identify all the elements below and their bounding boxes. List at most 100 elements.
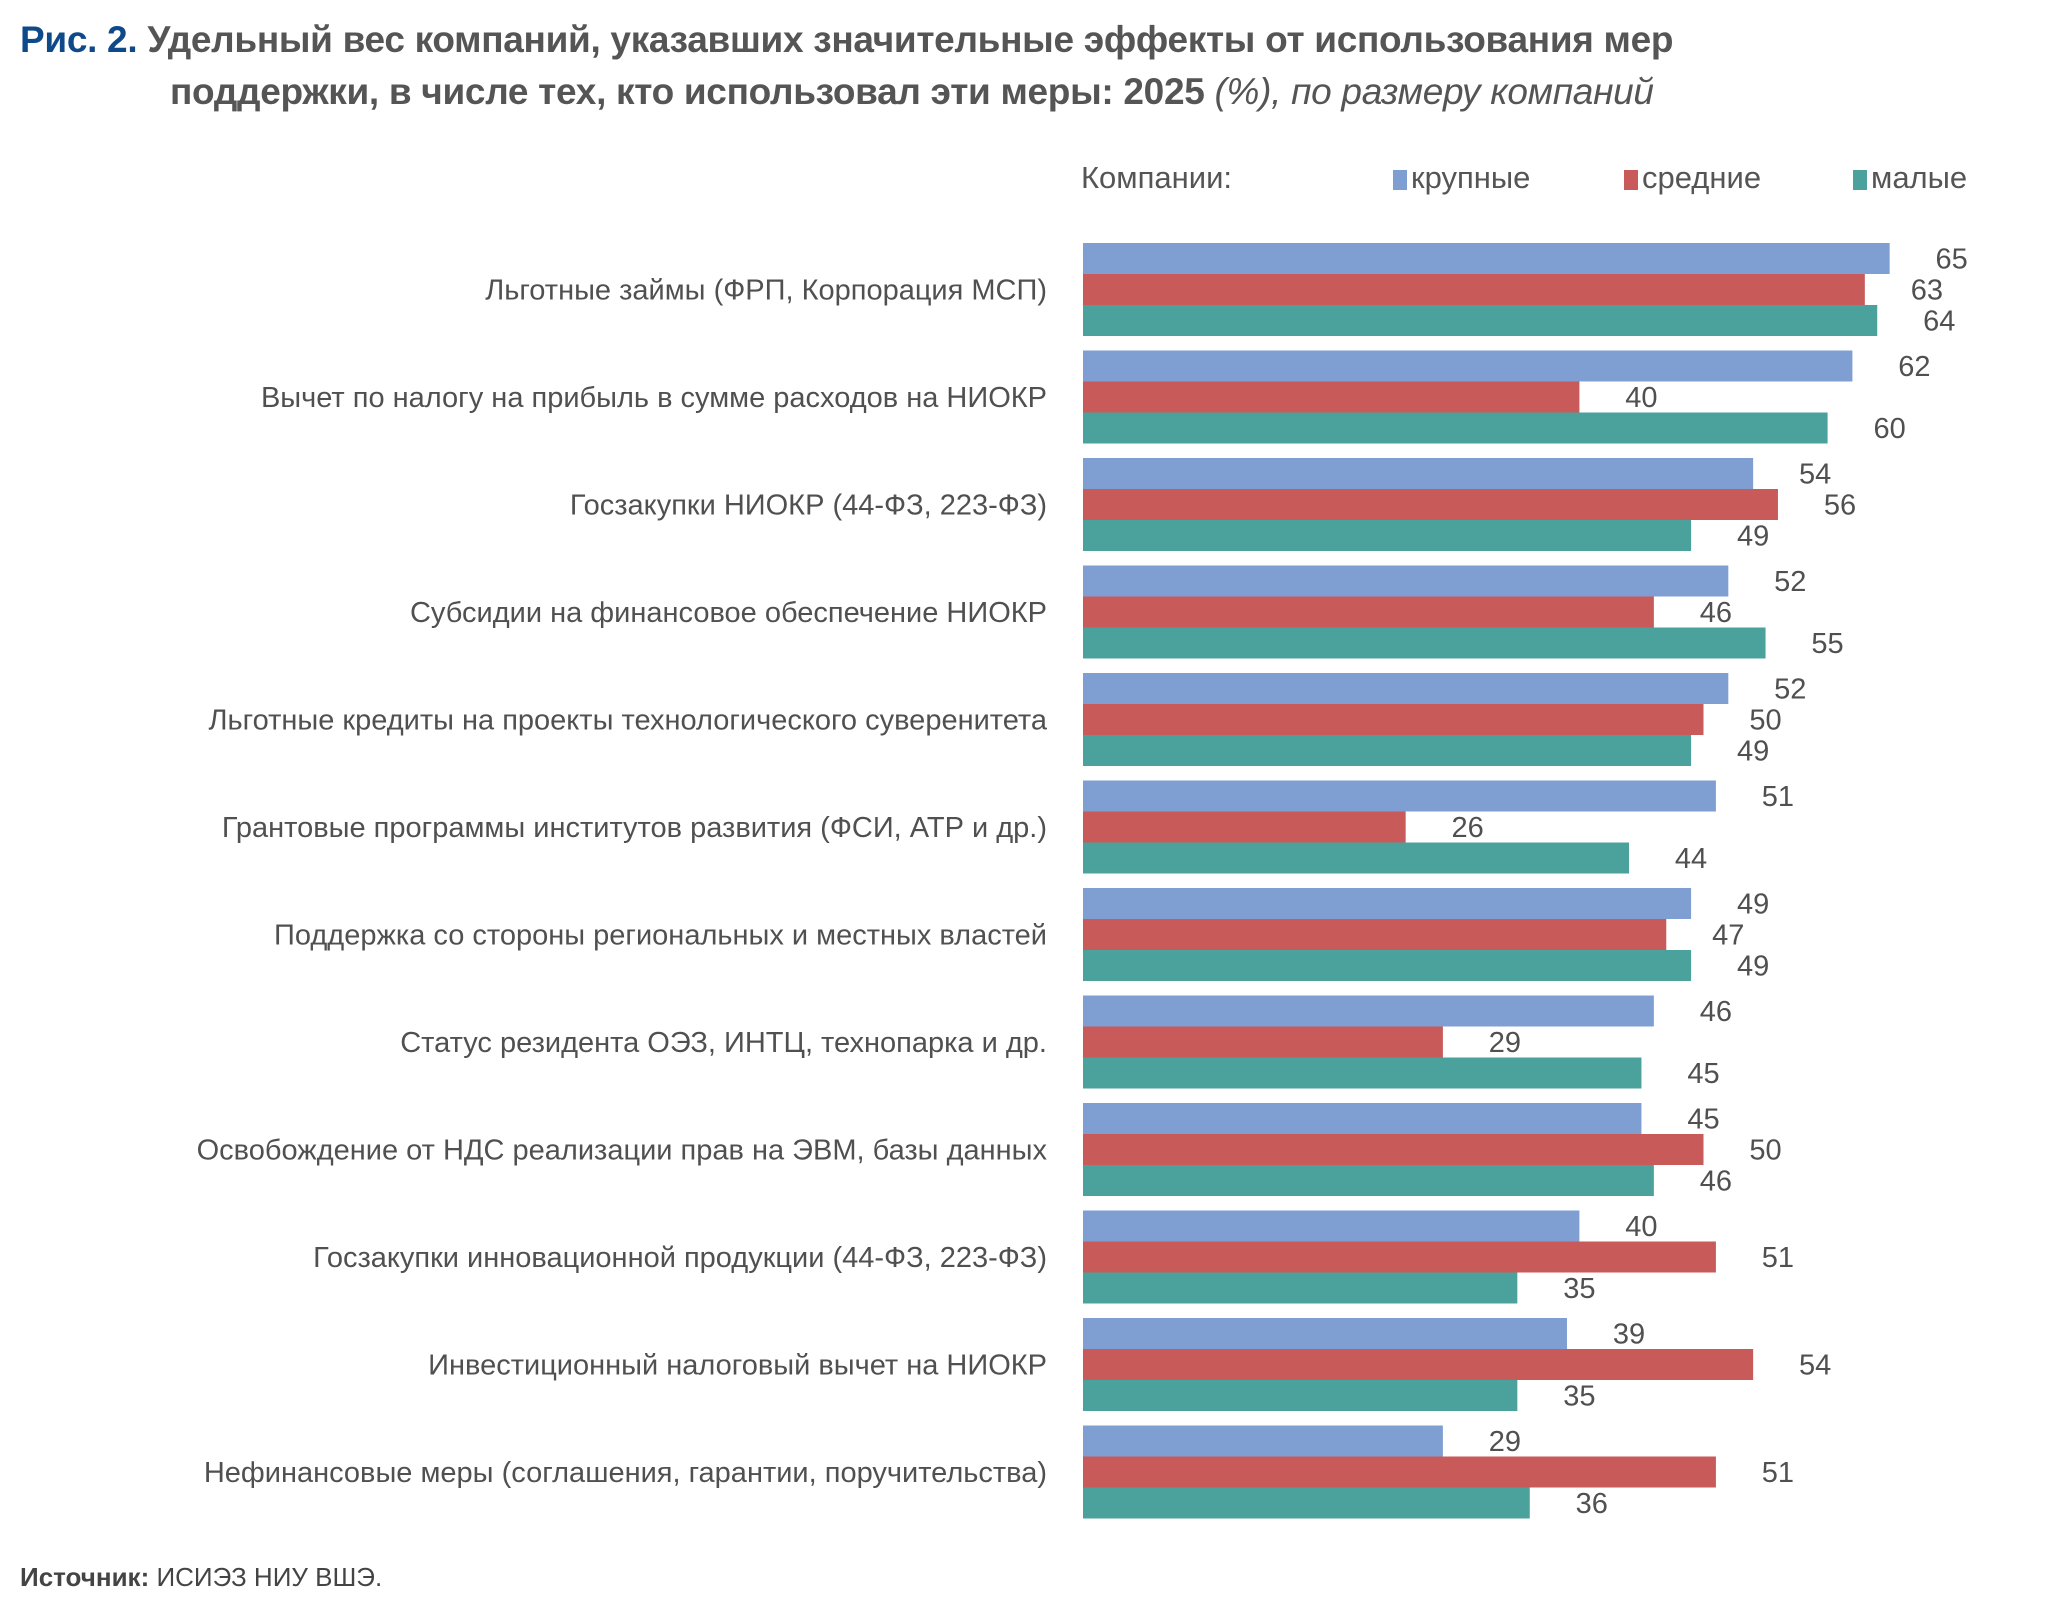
bar-средние	[1083, 919, 1667, 950]
chart-title: Рис. 2. Удельный вес компаний, указавших…	[20, 14, 2040, 118]
data-label: 49	[1737, 521, 1769, 553]
legend-swatch-1	[1624, 170, 1638, 190]
legend-label-2: малые	[1871, 160, 1968, 195]
title-line2-bold: поддержки, в числе тех, кто использовал …	[170, 71, 1205, 112]
bar-средние	[1083, 811, 1406, 843]
category-label: Госзакупки НИОКР (44-ФЗ, 223-ФЗ)	[570, 490, 1047, 522]
data-label: 54	[1799, 459, 1831, 491]
bar-средние	[1083, 704, 1704, 735]
category-label: Вычет по налогу на прибыль в сумме расхо…	[261, 382, 1047, 414]
data-label: 45	[1687, 1058, 1719, 1090]
data-label: 60	[1873, 413, 1905, 445]
data-label: 63	[1911, 275, 1943, 307]
bar-крупные	[1083, 1425, 1443, 1457]
bar-малые	[1083, 1272, 1518, 1304]
bar-малые	[1083, 412, 1828, 444]
bar-средние	[1083, 1241, 1716, 1273]
data-label: 56	[1824, 490, 1856, 522]
bar-крупные	[1083, 458, 1754, 489]
category-label: Госзакупки инновационной продукции (44-Ф…	[313, 1242, 1047, 1274]
figure-number: Рис. 2.	[20, 19, 138, 60]
bar-малые	[1083, 1380, 1518, 1411]
data-label: 35	[1563, 1381, 1595, 1413]
data-label: 46	[1700, 1166, 1732, 1198]
bar-малые	[1083, 1165, 1654, 1196]
bar-крупные	[1083, 888, 1692, 919]
bar-средние	[1083, 274, 1865, 305]
source-label: Источник:	[20, 1562, 150, 1592]
bar-малые	[1083, 1487, 1530, 1519]
source-note: Источник: ИСИЭЗ НИУ ВШЭ.	[20, 1562, 382, 1593]
bar-крупные	[1083, 1318, 1567, 1349]
data-label: 36	[1576, 1488, 1608, 1520]
bar-средние	[1083, 1134, 1704, 1165]
category-label: Нефинансовые меры (соглашения, гарантии,…	[204, 1457, 1047, 1489]
data-label: 51	[1762, 1457, 1794, 1489]
legend-prefix: Компании:	[1081, 160, 1233, 195]
category-label: Грантовые программы институтов развития …	[222, 812, 1047, 844]
data-label: 51	[1762, 1242, 1794, 1274]
bar-малые	[1083, 1057, 1642, 1089]
data-label: 40	[1625, 1211, 1657, 1243]
data-label: 55	[1811, 628, 1843, 660]
bar-крупные	[1083, 995, 1654, 1027]
data-label: 62	[1898, 351, 1930, 383]
bar-крупные	[1083, 350, 1853, 382]
bar-крупные	[1083, 565, 1729, 597]
legend-swatch-0	[1393, 170, 1407, 190]
data-label: 49	[1737, 736, 1769, 768]
data-label: 64	[1923, 306, 1955, 338]
bar-малые	[1083, 735, 1692, 766]
category-label: Статус резидента ОЭЗ, ИНТЦ, технопарка и…	[400, 1027, 1047, 1059]
bar-малые	[1083, 842, 1630, 874]
bar-малые	[1083, 627, 1766, 659]
data-label: 45	[1687, 1104, 1719, 1136]
title-line2: поддержки, в числе тех, кто использовал …	[20, 66, 2040, 118]
data-label: 26	[1452, 812, 1484, 844]
category-label: Субсидии на финансовое обеспечение НИОКР	[410, 597, 1047, 629]
bar-крупные	[1083, 1103, 1642, 1134]
bar-крупные	[1083, 243, 1890, 274]
data-label: 39	[1613, 1319, 1645, 1351]
bar-средние	[1083, 1026, 1443, 1058]
bar-средние	[1083, 1349, 1754, 1380]
data-label: 40	[1625, 382, 1657, 414]
category-label: Поддержка со стороны региональных и мест…	[274, 920, 1047, 952]
bar-средние	[1083, 596, 1654, 628]
data-label: 49	[1737, 889, 1769, 921]
legend-swatch-2	[1853, 170, 1867, 190]
data-label: 49	[1737, 951, 1769, 983]
bar-средние	[1083, 489, 1778, 520]
category-label: Освобождение от НДС реализации прав на Э…	[197, 1135, 1048, 1167]
source-text: ИСИЭЗ НИУ ВШЭ.	[149, 1562, 383, 1592]
bar-малые	[1083, 950, 1692, 981]
bar-малые	[1083, 520, 1692, 551]
title-line2-italic: (%), по размеру компаний	[1204, 71, 1654, 112]
legend-label-1: средние	[1642, 160, 1762, 195]
bar-крупные	[1083, 780, 1716, 812]
data-label: 46	[1700, 597, 1732, 629]
data-label: 50	[1749, 705, 1781, 737]
bar-крупные	[1083, 673, 1729, 704]
data-label: 51	[1762, 781, 1794, 813]
data-label: 52	[1774, 674, 1806, 706]
data-label: 50	[1749, 1135, 1781, 1167]
bar-средние	[1083, 381, 1580, 413]
data-label: 52	[1774, 566, 1806, 598]
data-label: 29	[1489, 1426, 1521, 1458]
title-line1: Удельный вес компаний, указавших значите…	[147, 19, 1674, 60]
data-label: 54	[1799, 1350, 1831, 1382]
bar-малые	[1083, 305, 1878, 336]
data-label: 35	[1563, 1273, 1595, 1305]
category-label: Льготные займы (ФРП, Корпорация МСП)	[485, 275, 1047, 307]
bar-средние	[1083, 1456, 1716, 1488]
data-label: 29	[1489, 1027, 1521, 1059]
data-label: 46	[1700, 996, 1732, 1028]
data-label: 65	[1936, 244, 1968, 276]
data-label: 47	[1712, 920, 1744, 952]
legend-label-0: крупные	[1411, 160, 1531, 195]
category-label: Инвестиционный налоговый вычет на НИОКР	[428, 1350, 1047, 1382]
data-label: 44	[1675, 843, 1707, 875]
bar-крупные	[1083, 1210, 1580, 1242]
